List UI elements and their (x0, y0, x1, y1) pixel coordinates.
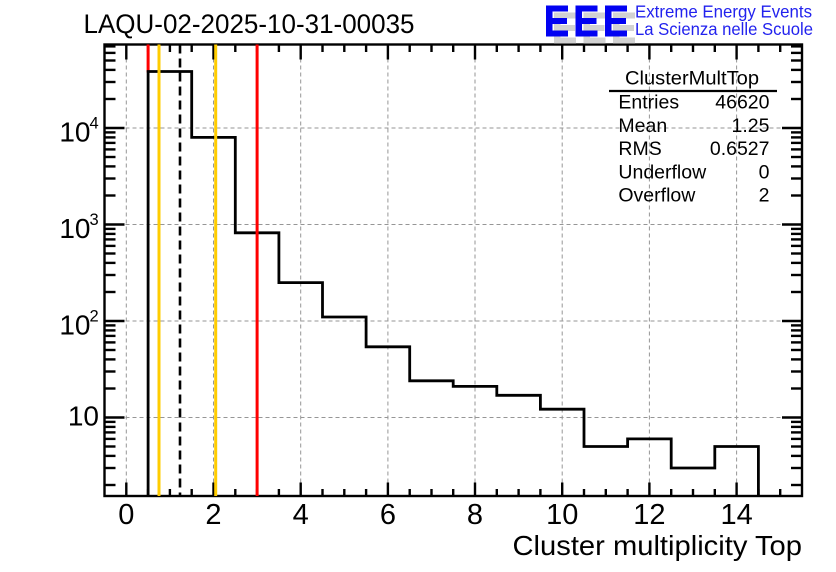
svg-text:0.6527: 0.6527 (710, 138, 770, 160)
svg-text:Entries: Entries (618, 92, 679, 114)
svg-text:10: 10 (546, 499, 578, 531)
svg-text:Underflow: Underflow (618, 161, 707, 183)
svg-text:10: 10 (59, 213, 90, 244)
svg-text:10: 10 (59, 309, 90, 340)
svg-text:12: 12 (633, 499, 665, 531)
svg-text:2: 2 (90, 308, 99, 326)
svg-text:0: 0 (759, 161, 770, 183)
svg-text:RMS: RMS (618, 138, 661, 160)
svg-text:4: 4 (90, 115, 99, 133)
svg-text:10: 10 (59, 116, 90, 147)
svg-text:LAQU-02-2025-10-31-00035: LAQU-02-2025-10-31-00035 (84, 9, 415, 39)
svg-text:2: 2 (205, 499, 221, 531)
svg-text:La Scienza nelle Scuole: La Scienza nelle Scuole (635, 19, 813, 39)
svg-text:14: 14 (720, 499, 752, 531)
svg-text:6: 6 (380, 499, 396, 531)
svg-text:2: 2 (759, 185, 770, 207)
svg-text:1.25: 1.25 (732, 115, 770, 137)
svg-text:ClusterMultTop: ClusterMultTop (625, 68, 759, 90)
svg-text:3: 3 (90, 211, 99, 229)
svg-text:Extreme Energy Events: Extreme Energy Events (635, 1, 812, 21)
svg-text:4: 4 (293, 499, 309, 531)
svg-text:Overflow: Overflow (618, 185, 696, 207)
svg-text:Mean: Mean (618, 115, 667, 137)
svg-text:46620: 46620 (715, 92, 769, 114)
svg-text:8: 8 (467, 499, 483, 531)
svg-text:10: 10 (68, 401, 99, 432)
svg-text:0: 0 (118, 499, 134, 531)
svg-text:Cluster multiplicity Top: Cluster multiplicity Top (513, 530, 803, 561)
